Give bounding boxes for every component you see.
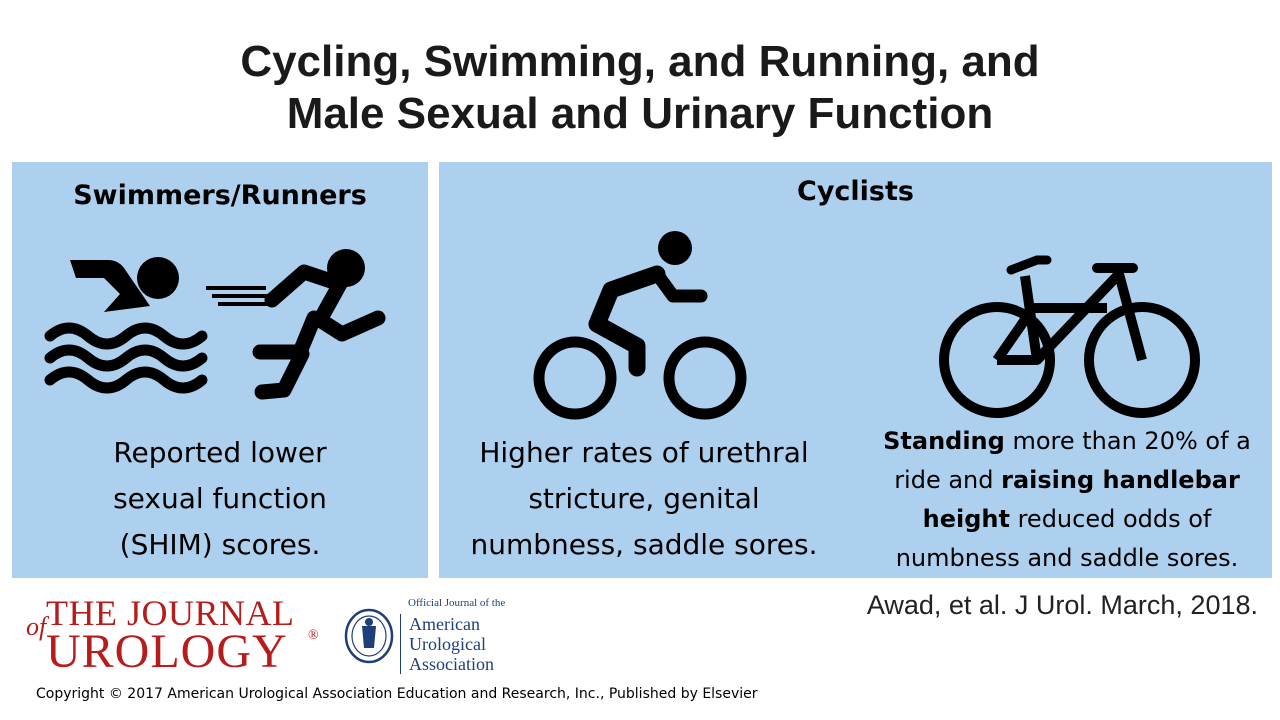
cyclists-text: Higher rates of urethral stricture, geni… <box>439 430 849 568</box>
right-text-line-3-rest: reduced odds of <box>1009 505 1212 533</box>
journal-logo-the-journal: THE JOURNAL <box>46 593 295 633</box>
aua-seal-icon <box>344 608 394 664</box>
right-text-line-4: numbness and saddle sores. <box>895 544 1239 572</box>
aua-line-3: Association <box>409 654 494 674</box>
right-text-line-1: Standing more than 20% of a <box>867 422 1267 461</box>
right-text-line-2: ride and raising handlebar <box>867 461 1267 500</box>
aua-line-2: Urological <box>409 634 486 654</box>
journal-logo-of: of <box>26 612 47 641</box>
mid-text-line-2: stricture, genital <box>528 482 760 515</box>
cycling-recommendation-text: Standing more than 20% of a ride and rai… <box>867 422 1267 578</box>
left-text-line-2: sexual function <box>113 482 327 515</box>
copyright: Copyright © 2017 American Urological Ass… <box>36 686 758 702</box>
cyclists-panel: Cyclists Higher rates of urethral strict… <box>439 162 1272 578</box>
citation: Awad, et al. J Urol. March, 2018. <box>866 590 1258 620</box>
aua-kicker: Official Journal of the <box>408 597 506 609</box>
left-text-line-1: Reported lower <box>113 436 327 469</box>
right-text-line-1-rest: more than 20% of a <box>1004 427 1251 455</box>
aua-name: American Urological Association <box>400 614 505 674</box>
right-text-line-3: height reduced odds of <box>867 500 1267 539</box>
aua-line-1: American <box>409 614 480 634</box>
swimmers-runners-panel: Swimmers/Runners Reported lower sexual f… <box>12 162 428 578</box>
title-line-1: Cycling, Swimming, and Running, and <box>240 37 1040 86</box>
left-text-line-3: (SHIM) scores. <box>119 528 321 561</box>
swimmers-runners-text: Reported lower sexual function (SHIM) sc… <box>12 430 428 568</box>
bicycle-icon <box>939 255 1200 418</box>
journal-logo-registered: ® <box>308 628 319 643</box>
swimmer-icon <box>44 257 208 394</box>
aua-logo: Official Journal of the American Urologi… <box>400 596 505 674</box>
swimmers-runners-heading: Swimmers/Runners <box>73 180 367 211</box>
standing-bold: Standing <box>883 427 1005 455</box>
page-title: Cycling, Swimming, and Running, and Male… <box>0 36 1280 140</box>
runner-icon <box>206 249 386 400</box>
mid-text-line-1: Higher rates of urethral <box>479 436 809 469</box>
title-line-2: Male Sexual and Urinary Function <box>286 89 994 138</box>
cyclist-icon <box>533 231 747 420</box>
cyclists-heading: Cyclists <box>797 176 914 207</box>
handlebar-bold: raising handlebar <box>1001 466 1240 494</box>
right-text-line-2-plain: ride and <box>894 466 1002 494</box>
mid-text-line-3: numbness, saddle sores. <box>470 528 818 561</box>
height-bold: height <box>922 505 1010 533</box>
journal-logo-urology: UROLOGY <box>46 625 288 678</box>
